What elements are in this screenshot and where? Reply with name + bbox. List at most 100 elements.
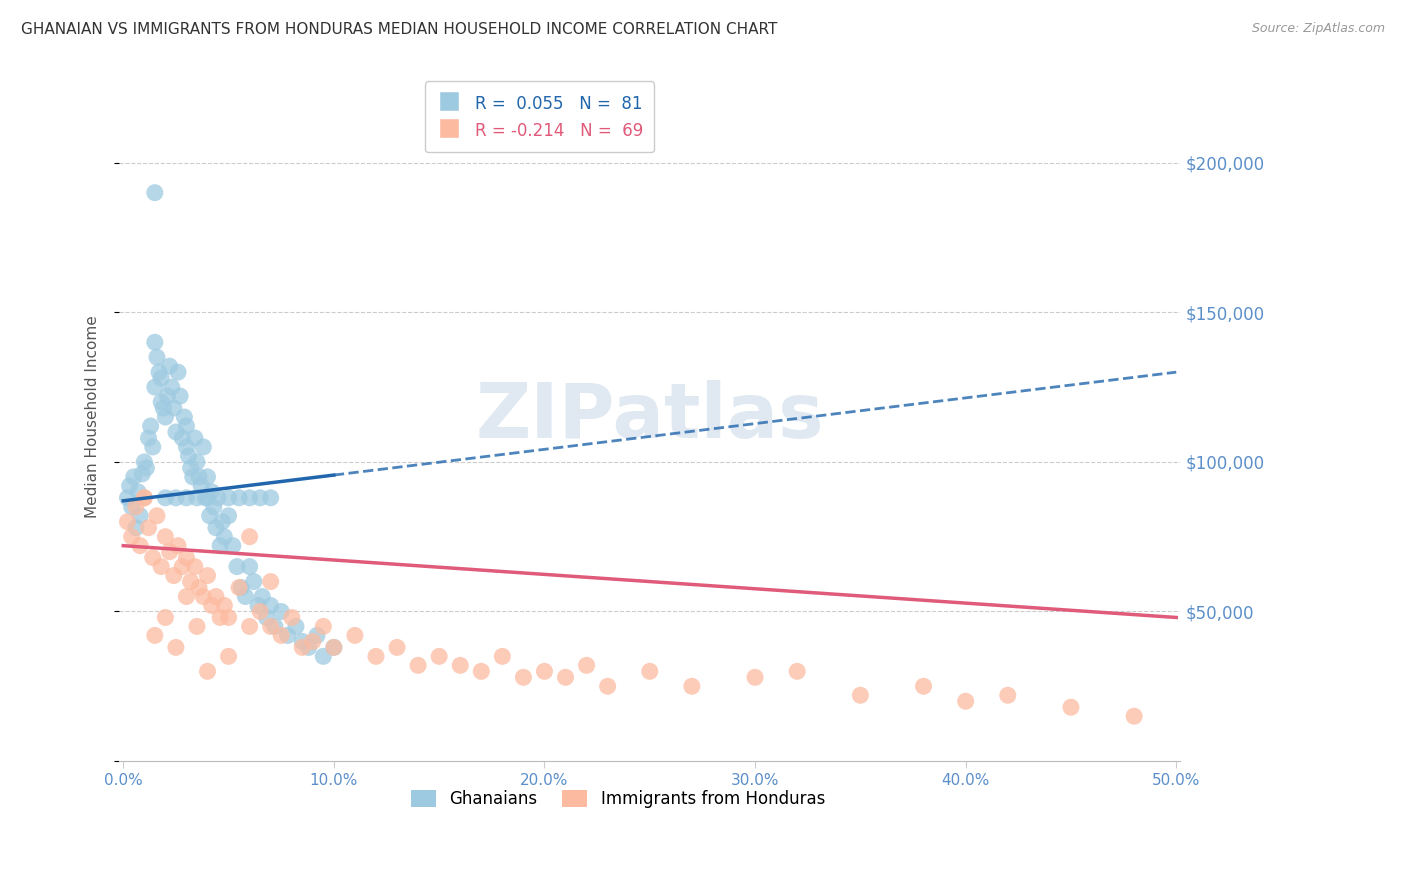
Point: [143, 380, 166, 394]
Point: [197, 665, 219, 679]
Point: [146, 350, 169, 364]
Point: [197, 470, 219, 484]
Point: [138, 431, 160, 445]
Point: [786, 665, 808, 679]
Point: [190, 479, 212, 493]
Point: [165, 425, 187, 439]
Point: [143, 186, 166, 200]
Point: [156, 389, 179, 403]
Point: [163, 568, 186, 582]
Point: [239, 530, 262, 544]
Point: [491, 649, 513, 664]
Point: [155, 530, 177, 544]
Point: [207, 491, 229, 505]
Point: [638, 665, 661, 679]
Text: Source: ZipAtlas.com: Source: ZipAtlas.com: [1251, 22, 1385, 36]
Point: [280, 610, 302, 624]
Point: [163, 401, 186, 415]
Point: [201, 599, 224, 613]
Point: [125, 500, 148, 514]
Point: [575, 658, 598, 673]
Point: [260, 599, 283, 613]
Point: [385, 640, 408, 655]
Point: [243, 574, 266, 589]
Point: [150, 559, 173, 574]
Point: [312, 649, 335, 664]
Point: [181, 470, 204, 484]
Point: [134, 491, 156, 505]
Point: [125, 521, 148, 535]
Point: [176, 491, 198, 505]
Point: [596, 679, 619, 693]
Point: [176, 440, 198, 454]
Point: [167, 539, 190, 553]
Point: [129, 508, 152, 523]
Point: [117, 515, 139, 529]
Point: [134, 455, 156, 469]
Point: [1123, 709, 1146, 723]
Point: [194, 491, 217, 505]
Point: [142, 550, 165, 565]
Point: [744, 670, 766, 684]
Point: [214, 599, 236, 613]
Point: [159, 544, 181, 558]
Point: [167, 365, 190, 379]
Point: [131, 467, 153, 481]
Point: [121, 530, 143, 544]
Point: [188, 581, 211, 595]
Point: [912, 679, 935, 693]
Point: [165, 640, 187, 655]
Text: GHANAIAN VS IMMIGRANTS FROM HONDURAS MEDIAN HOUSEHOLD INCOME CORRELATION CHART: GHANAIAN VS IMMIGRANTS FROM HONDURAS MED…: [21, 22, 778, 37]
Point: [142, 440, 165, 454]
Point: [343, 628, 366, 642]
Point: [249, 605, 271, 619]
Point: [291, 634, 314, 648]
Point: [1060, 700, 1083, 714]
Point: [239, 491, 262, 505]
Point: [134, 491, 156, 505]
Point: [239, 619, 262, 633]
Point: [218, 491, 240, 505]
Point: [470, 665, 492, 679]
Point: [150, 371, 173, 385]
Point: [176, 590, 198, 604]
Point: [152, 401, 174, 415]
Point: [172, 559, 194, 574]
Point: [180, 461, 202, 475]
Point: [188, 470, 211, 484]
Point: [277, 628, 299, 642]
Point: [955, 694, 977, 708]
Point: [322, 640, 344, 655]
Point: [218, 610, 240, 624]
Point: [214, 530, 236, 544]
Point: [184, 431, 207, 445]
Point: [186, 455, 208, 469]
Point: [312, 619, 335, 633]
Point: [121, 500, 143, 514]
Point: [533, 665, 555, 679]
Point: [172, 431, 194, 445]
Point: [997, 688, 1019, 702]
Point: [184, 559, 207, 574]
Point: [117, 491, 139, 505]
Point: [193, 440, 215, 454]
Point: [218, 649, 240, 664]
Point: [260, 574, 283, 589]
Point: [205, 590, 228, 604]
Point: [218, 508, 240, 523]
Point: [159, 359, 181, 374]
Point: [186, 619, 208, 633]
Y-axis label: Median Household Income: Median Household Income: [86, 316, 100, 518]
Point: [169, 389, 191, 403]
Point: [554, 670, 576, 684]
Point: [291, 640, 314, 655]
Point: [209, 539, 232, 553]
Point: [222, 539, 245, 553]
Point: [197, 568, 219, 582]
Point: [148, 365, 170, 379]
Point: [231, 581, 253, 595]
Point: [364, 649, 387, 664]
Point: [160, 380, 183, 394]
Text: ZIPatlas: ZIPatlas: [475, 380, 824, 454]
Point: [143, 628, 166, 642]
